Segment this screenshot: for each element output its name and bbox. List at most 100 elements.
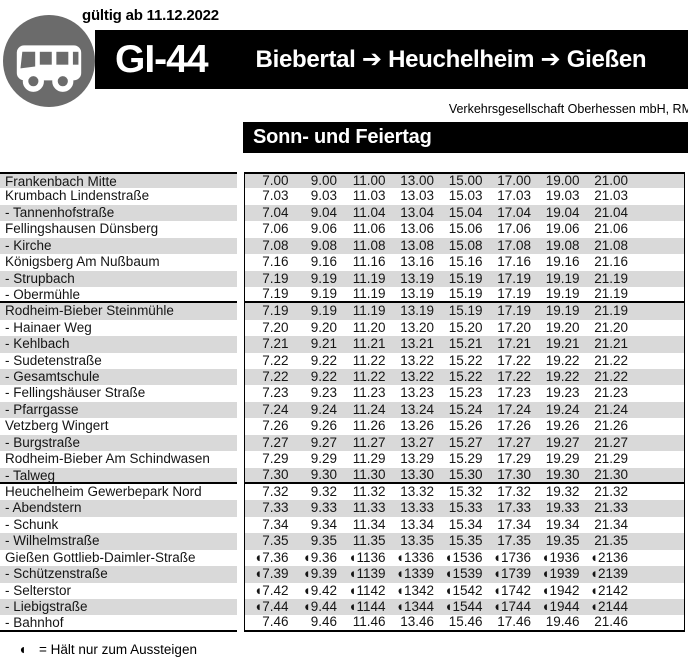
times-cells: 7.46 9.46 11.46 13.46 15.46 17.46 19.46 21.46 xyxy=(244,614,685,632)
time-cell: 15.24 xyxy=(448,401,483,417)
time-cell: 9.35 xyxy=(310,533,337,549)
time-cell: 19.35 xyxy=(545,533,580,549)
time-cell: 21.16 xyxy=(594,254,628,270)
stop-name: Vetzberg Wingert xyxy=(5,418,109,434)
time-cell: ◖2136 xyxy=(589,549,628,565)
stop-name: - Gesamtschule xyxy=(0,369,237,386)
time-cell: 13.32 xyxy=(400,484,434,500)
time-cell: 11.22 xyxy=(352,352,386,368)
time-cell: ◖1144 xyxy=(348,598,386,614)
time-cell: ◖1536 xyxy=(444,549,483,565)
time-cell: 9.20 xyxy=(310,319,337,335)
time-cell: 19.33 xyxy=(545,500,580,516)
time-cell: 9.33 xyxy=(310,500,337,516)
time-cell: ◖7.44 xyxy=(254,598,289,614)
time-cell: 15.06 xyxy=(448,221,483,237)
time-cell: 19.03 xyxy=(545,188,580,204)
times-cells: 7.21 9.21 11.21 13.21 15.21 17.21 19.21 21.21 xyxy=(244,336,685,353)
time-cell: 7.32 xyxy=(262,484,289,500)
time-cell: 13.04 xyxy=(400,204,434,220)
time-cell: 7.33 xyxy=(262,500,289,516)
time-cell: 17.00 xyxy=(497,173,531,189)
column-gap xyxy=(237,271,244,287)
time-cell: 9.21 xyxy=(310,336,337,352)
stop-name: - Schützenstraße xyxy=(0,566,237,583)
table-row: - Kirche 7.08 9.08 11.08 13.08 15.08 17.08 19.0… xyxy=(0,237,688,255)
time-cell: 21.33 xyxy=(594,500,628,516)
time-cell: 9.00 xyxy=(310,173,337,189)
time-cell: 19.19 xyxy=(545,303,580,319)
time-cell: 9.22 xyxy=(310,352,337,368)
times-cells: 7.27 9.27 11.27 13.27 15.27 17.27 19.27 21.27 xyxy=(244,434,685,452)
time-cell: 17.20 xyxy=(497,319,531,335)
table-row: Vetzberg Wingert 7.26 9.26 11.26 13.26 15.26 1… xyxy=(0,418,688,435)
time-cell: 19.20 xyxy=(545,319,580,335)
time-cell: 19.06 xyxy=(545,221,580,237)
time-cell: 11.34 xyxy=(352,516,386,532)
time-cell: ◖1736 xyxy=(492,549,531,565)
time-cell: 21.22 xyxy=(594,352,628,368)
time-cell: 15.04 xyxy=(448,204,483,220)
column-gap xyxy=(237,385,244,401)
time-cell: ◖9.39 xyxy=(302,566,337,582)
time-cell: 13.03 xyxy=(400,188,434,204)
column-gap xyxy=(237,287,244,303)
time-cell: 11.27 xyxy=(352,434,386,450)
time-cell: 19.19 xyxy=(545,285,580,301)
time-cell: 15.22 xyxy=(448,352,483,368)
time-cell: 15.29 xyxy=(448,451,483,467)
time-cell: ◖7.42 xyxy=(254,582,289,598)
time-cell: 17.27 xyxy=(497,434,531,450)
time-cell: 19.08 xyxy=(545,237,580,253)
time-cell: 13.22 xyxy=(400,352,434,368)
table-row: - Talweg 7.30 9.30 11.30 13.30 15.30 17.30 19.3… xyxy=(0,466,688,485)
time-cell: 17.34 xyxy=(497,516,531,532)
time-cell: 7.29 xyxy=(262,451,289,467)
times-cells: 7.29 9.29 11.29 13.29 15.29 17.29 19.29 21.29 xyxy=(244,451,685,468)
time-cell: 19.00 xyxy=(545,173,580,189)
table-row: - Obermühle 7.19 9.19 11.19 13.19 15.19 17.19 1… xyxy=(0,285,688,304)
time-cell: 9.19 xyxy=(310,303,337,319)
stop-name: Krumbach Lindenstraße xyxy=(5,188,150,204)
column-gap xyxy=(237,369,244,385)
table-row: - Kehlbach 7.21 9.21 11.21 13.21 15.21 17.21 19… xyxy=(0,336,688,353)
time-cell: ◖1542 xyxy=(444,582,483,598)
time-cell: 11.33 xyxy=(352,500,386,516)
time-cell: ◖1936 xyxy=(541,549,580,565)
times-cells: 7.19 9.19 11.19 13.19 15.19 17.19 19.19 21.19 xyxy=(244,303,685,320)
times-cells: 7.33 9.33 11.33 13.33 15.33 17.33 19.33 21.33 xyxy=(244,500,685,517)
stop-name: - Obermühle xyxy=(0,287,237,304)
times-cells: 7.26 9.26 11.26 13.26 15.26 17.26 19.26 21.26 xyxy=(244,418,685,435)
time-cell: 7.19 xyxy=(262,285,289,301)
time-cell: 9.30 xyxy=(310,466,337,482)
column-gap xyxy=(237,583,244,599)
stop-name: - Abendstern xyxy=(0,500,237,517)
time-cell: ◖1539 xyxy=(444,566,483,582)
time-cell: 11.06 xyxy=(352,221,386,237)
table-row: Frankenbach Mitte 7.00 9.00 11.00 13.00 15.00… xyxy=(0,172,688,189)
stop-name: Gießen Gottlieb-Daimler-Straße xyxy=(5,549,196,565)
stop-name: - Fellingshäuser Straße xyxy=(5,385,146,401)
time-cell: 7.22 xyxy=(262,369,289,385)
time-cell: 7.19 xyxy=(262,270,289,286)
time-cell: 21.26 xyxy=(594,418,628,434)
time-cell: 15.35 xyxy=(448,533,483,549)
time-cell: 17.23 xyxy=(497,385,531,401)
time-cell: 11.20 xyxy=(352,319,386,335)
time-cell: 15.20 xyxy=(448,319,483,335)
time-cell: ◖1544 xyxy=(444,598,483,614)
time-cell: 19.46 xyxy=(545,614,580,630)
stop-name: - Kirche xyxy=(0,237,237,255)
time-cell: 9.04 xyxy=(310,204,337,220)
time-cell: 19.32 xyxy=(545,484,580,500)
column-gap xyxy=(237,484,244,500)
times-cells: ◖7.39 ◖9.39 ◖1139 ◖1339 ◖1539 ◖1739 ◖1939 ◖2139 xyxy=(244,566,685,583)
time-cell: 17.22 xyxy=(497,352,531,368)
time-cell: 9.34 xyxy=(310,516,337,532)
time-cell: 11.22 xyxy=(352,369,386,385)
table-row: - Strupbach 7.19 9.19 11.19 13.19 15.19 17.19 1… xyxy=(0,270,688,287)
time-cell: ◖1939 xyxy=(541,566,580,582)
time-cell: 21.46 xyxy=(594,614,628,630)
time-cell: 13.08 xyxy=(400,237,434,253)
time-cell: 11.00 xyxy=(352,173,386,189)
